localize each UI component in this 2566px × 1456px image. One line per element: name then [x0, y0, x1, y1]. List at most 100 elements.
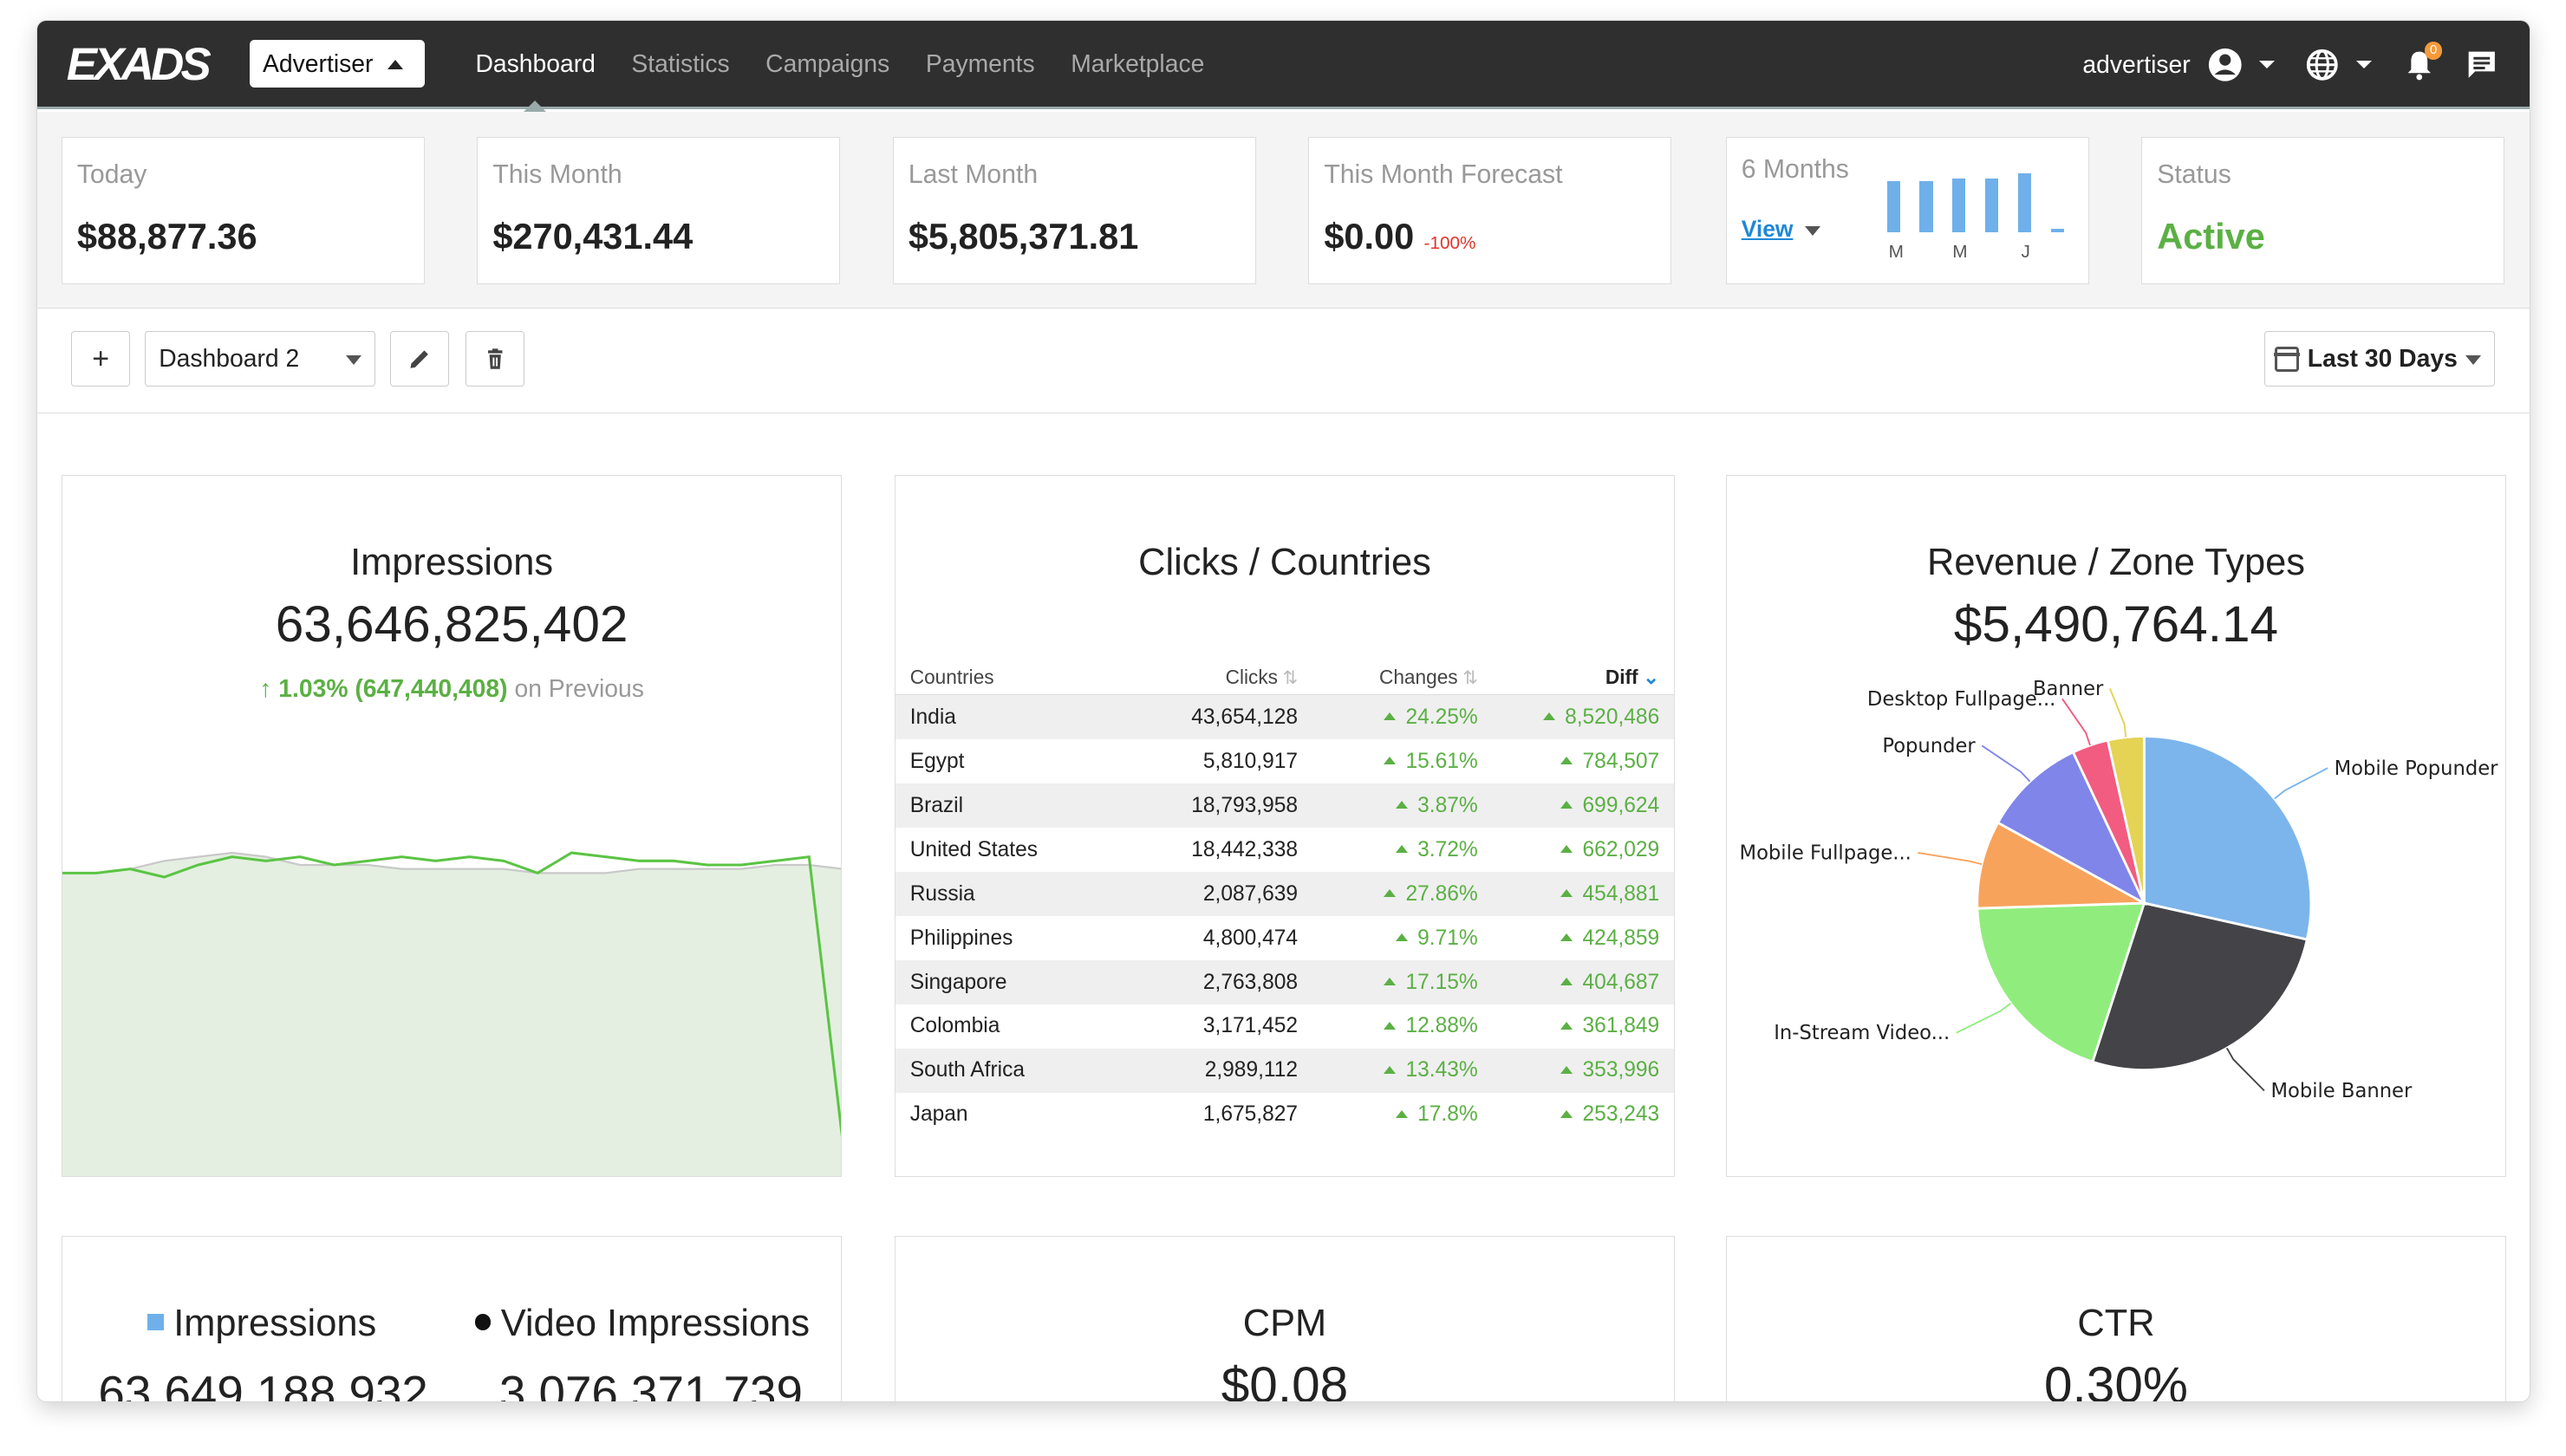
username-label[interactable]: advertiser: [2082, 50, 2191, 79]
triangle-up-icon: [1384, 889, 1397, 897]
col-changes[interactable]: Changes ⇅: [1379, 666, 1478, 689]
mini-bar: [2050, 229, 2064, 233]
diff-value: 454,881: [1582, 881, 1660, 906]
revenue-zone-panel: Revenue / Zone Types $5,490,764.14 Mobil…: [1725, 475, 2507, 1178]
change-value: 13.43%: [1405, 1058, 1478, 1082]
change-value: 9.71%: [1417, 926, 1478, 950]
triangle-up-icon: [1395, 801, 1408, 809]
cell-country: Philippines: [909, 926, 1013, 950]
triangle-up-icon: [1560, 978, 1573, 985]
col-diff[interactable]: Diff ⌄: [1605, 666, 1659, 689]
cell-diff: 404,687: [1560, 971, 1659, 995]
pie-slice: [1976, 901, 2146, 1064]
change-value: 27.86%: [1405, 881, 1478, 906]
panel-title: Revenue / Zone Types: [1926, 541, 2305, 583]
account-circle-icon[interactable]: [2207, 47, 2244, 83]
legend-label: Impressions: [173, 1302, 377, 1344]
chevron-down-icon: [346, 354, 362, 365]
edit-dashboard-button[interactable]: [390, 331, 450, 387]
diff-value: 8,520,486: [1565, 705, 1660, 729]
nav-statistics[interactable]: Statistics: [631, 49, 730, 77]
change-suffix: on Previous: [514, 673, 644, 702]
status-value: Active: [2157, 216, 2265, 257]
legend-label: Video Impressions: [500, 1302, 811, 1344]
pie-slice: [1996, 751, 2147, 907]
legend-impressions: Impressions: [147, 1303, 376, 1345]
pencil-icon: [391, 332, 448, 386]
chat-icon[interactable]: [2464, 47, 2500, 83]
triangle-up-icon: [1560, 933, 1573, 941]
dashboard-toolbar: + Dashboard 2 Last 30 Days: [36, 308, 2530, 413]
dashboard-select[interactable]: Dashboard 2: [145, 331, 376, 387]
globe-icon[interactable]: [2304, 47, 2341, 83]
diff-value: 699,624: [1582, 793, 1660, 817]
table-row[interactable]: Russia 2,087,639 27.86% 454,881: [895, 872, 1675, 917]
nav-dashboard[interactable]: Dashboard: [475, 21, 596, 113]
cell-country: Colombia: [909, 1014, 1000, 1038]
exads-logo[interactable]: EXADS: [63, 37, 214, 90]
legend-dot-icon: [474, 1314, 492, 1331]
nav-payments[interactable]: Payments: [925, 49, 1035, 77]
triangle-up-icon: [1395, 1110, 1408, 1118]
nav-marketplace[interactable]: Marketplace: [1071, 49, 1205, 77]
mini-bar: [1919, 181, 1933, 233]
table-row[interactable]: Brazil 18,793,958 3.87% 699,624: [895, 783, 1675, 829]
cell-change: 17.15%: [1384, 971, 1478, 995]
account-caret-icon[interactable]: [2258, 61, 2275, 68]
six-months-view-link[interactable]: View: [1741, 216, 1794, 243]
table-row[interactable]: Japan 1,675,827 17.8% 253,243: [895, 1093, 1674, 1137]
cell-change: 24.25%: [1384, 705, 1478, 730]
triangle-up-icon: [1560, 1022, 1573, 1030]
cell-change: 17.8%: [1395, 1102, 1478, 1127]
pie-leader-line: [1981, 744, 2030, 783]
cell-clicks: 1,675,827: [1202, 1102, 1299, 1127]
impressions-video-panel: Impressions Video Impressions 63,649,188…: [61, 1236, 843, 1401]
previous-period-line: [62, 852, 842, 874]
triangle-up-icon: [1560, 1110, 1573, 1118]
col-clicks[interactable]: Clicks ⇅: [1226, 666, 1298, 689]
table-row[interactable]: Egypt 5,810,917 15.61% 784,507: [895, 739, 1674, 783]
stat-label: This Month: [492, 160, 622, 190]
cell-diff: 662,029: [1560, 838, 1659, 862]
pie-leader-line: [2273, 767, 2328, 800]
add-dashboard-button[interactable]: +: [71, 331, 131, 387]
triangle-up-icon: [1395, 933, 1408, 941]
table-row[interactable]: United States 18,442,338 3.72% 662,029: [895, 828, 1674, 872]
pie-label: In-Stream Video...: [1774, 1022, 1950, 1044]
role-select[interactable]: Advertiser: [249, 40, 425, 88]
cell-change: 3.87%: [1395, 794, 1478, 818]
cell-clicks: 4,800,474: [1202, 926, 1299, 950]
table-row[interactable]: Colombia 3,171,452 12.88% 361,849: [895, 1004, 1674, 1049]
table-row[interactable]: South Africa 2,989,112 13.43% 353,996: [895, 1049, 1675, 1094]
cpm-panel: CPM $0.08: [894, 1236, 1676, 1401]
stat-value: $270,431.44: [492, 216, 694, 257]
forecast-value: $0.00: [1324, 216, 1415, 257]
stat-label: Last Month: [908, 160, 1039, 190]
change-value: 17.15%: [1405, 970, 1478, 994]
cell-clicks: 18,793,958: [1191, 793, 1299, 817]
calendar-icon: [2274, 347, 2301, 372]
mini-bar: [1985, 179, 1999, 233]
change-value: 1.03% (647,440,408): [278, 673, 508, 702]
bell-icon[interactable]: 0: [2401, 42, 2443, 83]
table-row[interactable]: India 43,654,128 24.25% 8,520,486: [895, 695, 1675, 740]
table-row[interactable]: Philippines 4,800,474 9.71% 424,859: [895, 916, 1674, 960]
revenue-pie-chart: Mobile Popunder Mobile Banner In-Stream Vi…: [1739, 678, 2498, 1102]
change-value: 12.88%: [1405, 1014, 1478, 1038]
nav-campaigns[interactable]: Campaigns: [765, 49, 890, 77]
cell-diff: 361,849: [1560, 1014, 1659, 1038]
date-range-select[interactable]: Last 30 Days: [2263, 331, 2495, 387]
stat-value: $5,805,371.81: [908, 216, 1139, 257]
language-caret-icon[interactable]: [2356, 61, 2373, 68]
sort-desc-icon: ⌄: [1643, 666, 1660, 689]
diff-value: 361,849: [1582, 1014, 1660, 1038]
col-diff-label: Diff: [1605, 666, 1638, 689]
table-row[interactable]: Singapore 2,763,808 17.15% 404,687: [895, 960, 1675, 1005]
legend-square-icon: [147, 1314, 164, 1331]
view-caret-icon[interactable]: [1805, 225, 1821, 236]
cell-change: 15.61%: [1384, 750, 1478, 774]
stat-today: Today $88,877.36: [61, 136, 425, 284]
table-body: India 43,654,128 24.25% 8,520,486 Egypt 5,810…: [895, 695, 1675, 1137]
col-countries[interactable]: Countries: [909, 666, 994, 689]
delete-dashboard-button[interactable]: [466, 331, 525, 387]
